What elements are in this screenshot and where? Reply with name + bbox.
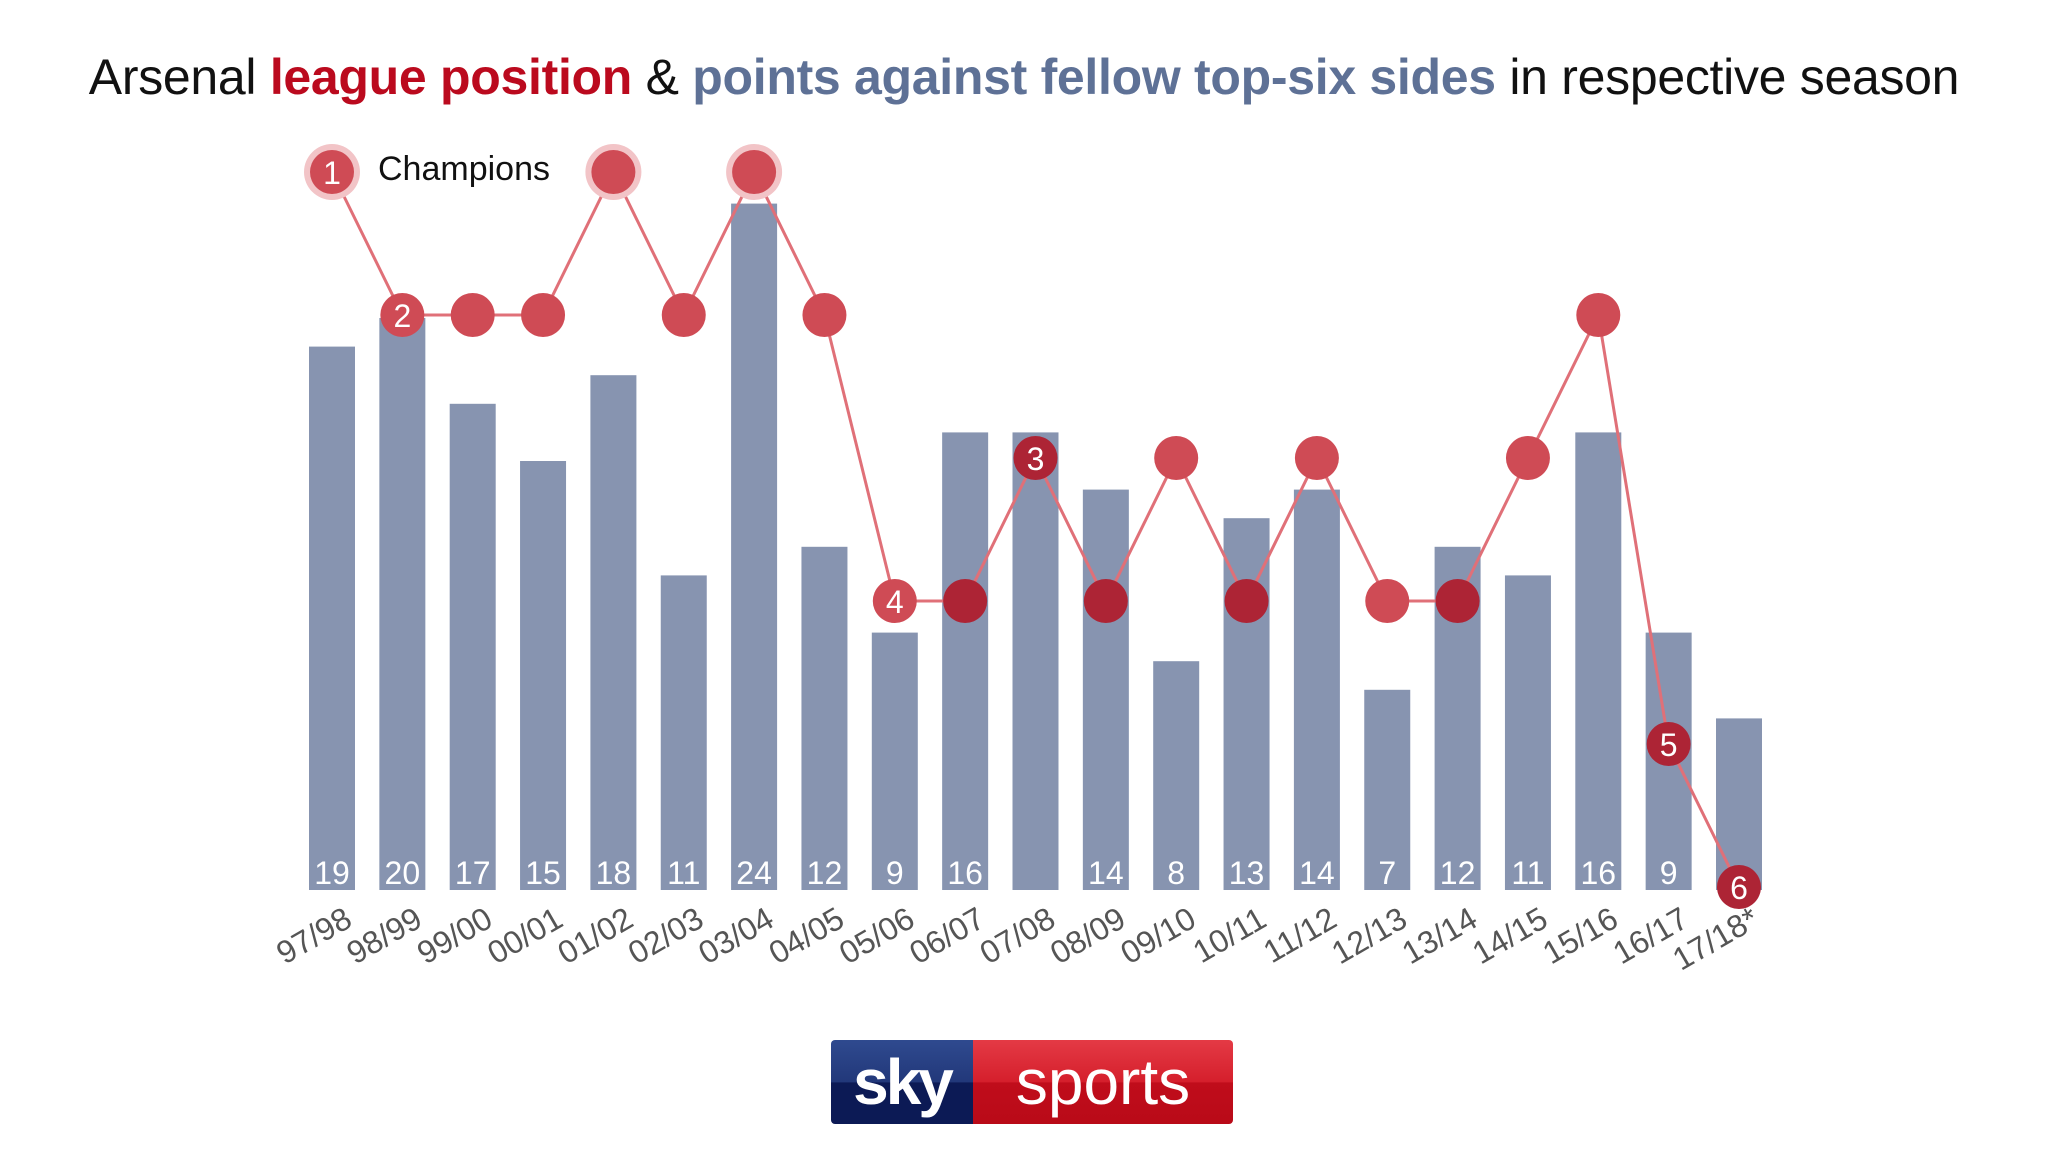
bar-value-label: 12 bbox=[807, 855, 843, 891]
bar bbox=[449, 403, 496, 890]
bar-value-label: 17 bbox=[455, 855, 491, 891]
bar-value-label: 13 bbox=[1229, 855, 1265, 891]
position-marker bbox=[802, 293, 847, 337]
position-marker bbox=[1154, 436, 1199, 480]
x-axis-label: 14/15 bbox=[1466, 900, 1553, 971]
bar-value-label: 16 bbox=[1581, 855, 1617, 891]
title-ampersand: & bbox=[632, 49, 693, 105]
bar-value-label: 9 bbox=[886, 855, 904, 891]
bar bbox=[871, 632, 918, 890]
bar bbox=[660, 575, 707, 890]
x-axis-label: 01/02 bbox=[552, 900, 639, 971]
title-part-arsenal: Arsenal bbox=[88, 49, 270, 105]
bar-value-labels: 19 20 17 15 18 11 24 12 9 16 14 8 13 14 7 12 11 16 9 bbox=[314, 855, 1677, 891]
champion-marker bbox=[591, 150, 636, 194]
x-axis-label: 07/08 bbox=[974, 900, 1061, 971]
bar bbox=[731, 203, 778, 891]
x-axis-label: 04/05 bbox=[763, 900, 850, 971]
position-marker bbox=[872, 579, 917, 623]
position-marker bbox=[1717, 865, 1761, 909]
position-marker bbox=[1435, 579, 1480, 623]
title-league-position: league position bbox=[269, 49, 633, 105]
position-marker bbox=[1365, 579, 1410, 623]
position-marker bbox=[943, 579, 988, 623]
position-label: 2 bbox=[393, 298, 411, 334]
bar-value-label: 11 bbox=[1511, 855, 1544, 891]
x-axis-label: 10/11 bbox=[1187, 900, 1272, 970]
position-label: 1 bbox=[323, 155, 341, 191]
bar-value-label: 20 bbox=[385, 855, 421, 891]
position-marker bbox=[1576, 293, 1621, 337]
position-marker bbox=[661, 293, 706, 337]
position-marker bbox=[521, 293, 566, 337]
bar bbox=[1293, 489, 1340, 890]
position-label: 4 bbox=[886, 584, 904, 620]
bar bbox=[1716, 718, 1762, 890]
bar-value-label: 19 bbox=[314, 855, 350, 891]
title-part-season: in respective season bbox=[1495, 49, 1960, 105]
sky-sports-logo: sky sports bbox=[831, 1040, 1233, 1124]
bar bbox=[1575, 432, 1622, 890]
logo-sky: sky bbox=[831, 1040, 973, 1124]
bar-value-label: 12 bbox=[1440, 855, 1476, 891]
bar-value-label: 9 bbox=[1660, 855, 1678, 891]
title-points-top-six: points against fellow top-six sides bbox=[692, 49, 1496, 105]
position-marker bbox=[380, 293, 425, 337]
bar bbox=[942, 432, 989, 890]
x-axis-label: 12/13 bbox=[1325, 900, 1412, 971]
bar-value-label: 24 bbox=[736, 855, 772, 891]
bar bbox=[1153, 661, 1200, 890]
x-axis-label: 08/09 bbox=[1044, 900, 1131, 971]
position-label: 3 bbox=[1027, 441, 1045, 477]
bar-value-label: 15 bbox=[525, 855, 561, 891]
bar bbox=[590, 375, 637, 890]
bar bbox=[1223, 518, 1270, 890]
position-marker bbox=[1505, 436, 1550, 480]
bar-value-label: 14 bbox=[1299, 855, 1335, 891]
bar bbox=[309, 346, 355, 891]
position-marker bbox=[1294, 436, 1339, 480]
x-axis-label: 02/03 bbox=[622, 900, 709, 971]
bar-value-label: 16 bbox=[947, 855, 983, 891]
position-marker bbox=[1224, 579, 1269, 623]
x-axis-label: 06/07 bbox=[903, 900, 990, 971]
x-axis-label: 99/00 bbox=[411, 900, 498, 971]
bar-value-label: 14 bbox=[1088, 855, 1124, 891]
logo-sports: sports bbox=[973, 1040, 1233, 1124]
position-label: 6 bbox=[1730, 870, 1748, 906]
position-marker bbox=[1013, 436, 1058, 480]
bar-value-label: 11 bbox=[667, 855, 700, 891]
bar bbox=[1504, 575, 1551, 890]
x-axis-label: 97/98 bbox=[270, 900, 357, 971]
bar-value-label: 18 bbox=[596, 855, 632, 891]
chart-title: Arsenal league position & points against… bbox=[0, 48, 2048, 106]
bar bbox=[520, 461, 567, 890]
x-axis-label: 09/10 bbox=[1114, 900, 1201, 971]
bar bbox=[801, 546, 848, 890]
x-axis-label: 00/01 bbox=[481, 900, 568, 971]
bar bbox=[1012, 432, 1059, 890]
bar-value-label: 7 bbox=[1378, 855, 1396, 891]
bar-series bbox=[309, 203, 1762, 891]
x-axis-label: 11/12 bbox=[1257, 900, 1342, 970]
champion-marker bbox=[310, 150, 354, 194]
bar-value-label: 8 bbox=[1167, 855, 1185, 891]
bar bbox=[379, 318, 426, 890]
position-marker bbox=[1646, 722, 1691, 766]
x-axis-label: 13/14 bbox=[1396, 900, 1483, 971]
x-axis-label: 98/99 bbox=[341, 900, 428, 971]
x-axis-label: 05/06 bbox=[833, 900, 920, 971]
position-label: 5 bbox=[1660, 727, 1678, 763]
bar bbox=[1364, 689, 1411, 890]
position-marker bbox=[450, 293, 495, 337]
position-marker bbox=[1083, 579, 1128, 623]
champions-legend-label: Champions bbox=[378, 150, 550, 188]
x-axis-label: 03/04 bbox=[692, 900, 779, 971]
champion-marker bbox=[732, 150, 777, 194]
bar bbox=[1082, 489, 1129, 890]
x-axis-labels: 97/9898/9999/0000/0101/0202/0303/0404/05… bbox=[270, 900, 1764, 977]
x-axis-label: 15/16 bbox=[1536, 900, 1623, 971]
